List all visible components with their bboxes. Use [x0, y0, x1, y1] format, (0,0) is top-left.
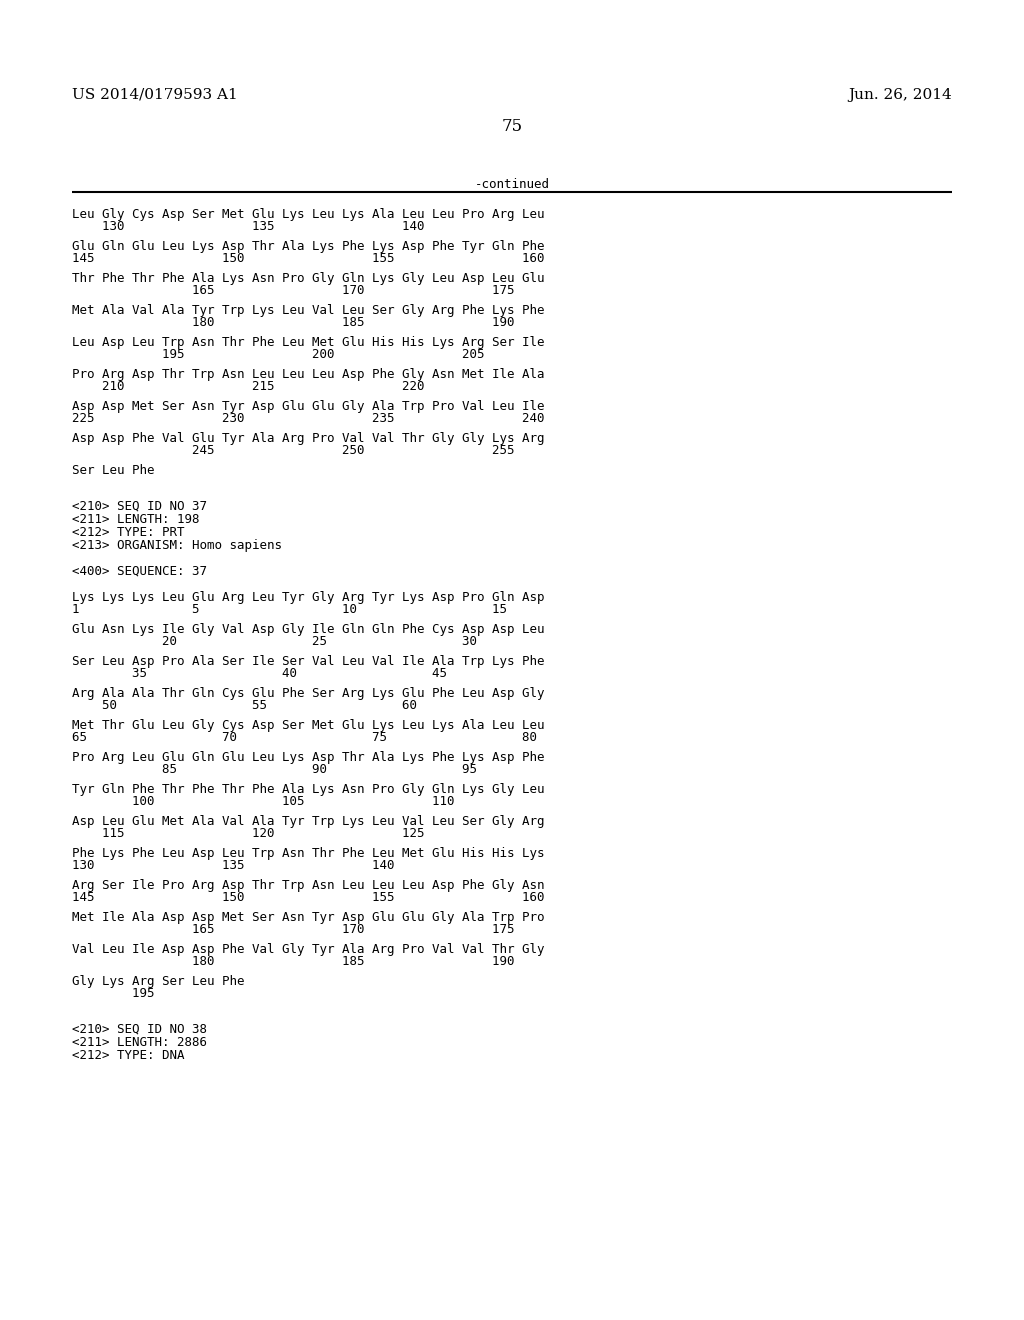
Text: 195                 200                 205: 195 200 205	[72, 348, 484, 360]
Text: 165                 170                 175: 165 170 175	[72, 284, 514, 297]
Text: 75: 75	[502, 117, 522, 135]
Text: 130                 135                 140: 130 135 140	[72, 859, 394, 873]
Text: <211> LENGTH: 2886: <211> LENGTH: 2886	[72, 1036, 207, 1049]
Text: Jun. 26, 2014: Jun. 26, 2014	[848, 88, 952, 102]
Text: 195: 195	[72, 987, 155, 1001]
Text: 85                  90                  95: 85 90 95	[72, 763, 477, 776]
Text: Glu Asn Lys Ile Gly Val Asp Gly Ile Gln Gln Phe Cys Asp Asp Leu: Glu Asn Lys Ile Gly Val Asp Gly Ile Gln …	[72, 623, 545, 636]
Text: 65                  70                  75                  80: 65 70 75 80	[72, 731, 537, 744]
Text: Leu Asp Leu Trp Asn Thr Phe Leu Met Glu His His Lys Arg Ser Ile: Leu Asp Leu Trp Asn Thr Phe Leu Met Glu …	[72, 337, 545, 348]
Text: Met Thr Glu Leu Gly Cys Asp Ser Met Glu Lys Leu Lys Ala Leu Leu: Met Thr Glu Leu Gly Cys Asp Ser Met Glu …	[72, 719, 545, 733]
Text: Leu Gly Cys Asp Ser Met Glu Lys Leu Lys Ala Leu Leu Pro Arg Leu: Leu Gly Cys Asp Ser Met Glu Lys Leu Lys …	[72, 209, 545, 220]
Text: Ser Leu Asp Pro Ala Ser Ile Ser Val Leu Val Ile Ala Trp Lys Phe: Ser Leu Asp Pro Ala Ser Ile Ser Val Leu …	[72, 655, 545, 668]
Text: Arg Ser Ile Pro Arg Asp Thr Trp Asn Leu Leu Leu Asp Phe Gly Asn: Arg Ser Ile Pro Arg Asp Thr Trp Asn Leu …	[72, 879, 545, 892]
Text: 100                 105                 110: 100 105 110	[72, 795, 455, 808]
Text: 50                  55                  60: 50 55 60	[72, 700, 417, 711]
Text: <400> SEQUENCE: 37: <400> SEQUENCE: 37	[72, 565, 207, 578]
Text: 145                 150                 155                 160: 145 150 155 160	[72, 252, 545, 265]
Text: Pro Arg Leu Glu Gln Glu Leu Lys Asp Thr Ala Lys Phe Lys Asp Phe: Pro Arg Leu Glu Gln Glu Leu Lys Asp Thr …	[72, 751, 545, 764]
Text: Thr Phe Thr Phe Ala Lys Asn Pro Gly Gln Lys Gly Leu Asp Leu Glu: Thr Phe Thr Phe Ala Lys Asn Pro Gly Gln …	[72, 272, 545, 285]
Text: Met Ile Ala Asp Asp Met Ser Asn Tyr Asp Glu Glu Gly Ala Trp Pro: Met Ile Ala Asp Asp Met Ser Asn Tyr Asp …	[72, 911, 545, 924]
Text: 145                 150                 155                 160: 145 150 155 160	[72, 891, 545, 904]
Text: Phe Lys Phe Leu Asp Leu Trp Asn Thr Phe Leu Met Glu His His Lys: Phe Lys Phe Leu Asp Leu Trp Asn Thr Phe …	[72, 847, 545, 861]
Text: <212> TYPE: DNA: <212> TYPE: DNA	[72, 1049, 184, 1063]
Text: Arg Ala Ala Thr Gln Cys Glu Phe Ser Arg Lys Glu Phe Leu Asp Gly: Arg Ala Ala Thr Gln Cys Glu Phe Ser Arg …	[72, 686, 545, 700]
Text: <210> SEQ ID NO 38: <210> SEQ ID NO 38	[72, 1023, 207, 1036]
Text: Asp Asp Phe Val Glu Tyr Ala Arg Pro Val Val Thr Gly Gly Lys Arg: Asp Asp Phe Val Glu Tyr Ala Arg Pro Val …	[72, 432, 545, 445]
Text: Tyr Gln Phe Thr Phe Thr Phe Ala Lys Asn Pro Gly Gln Lys Gly Leu: Tyr Gln Phe Thr Phe Thr Phe Ala Lys Asn …	[72, 783, 545, 796]
Text: <212> TYPE: PRT: <212> TYPE: PRT	[72, 525, 184, 539]
Text: 245                 250                 255: 245 250 255	[72, 444, 514, 457]
Text: Lys Lys Lys Leu Glu Arg Leu Tyr Gly Arg Tyr Lys Asp Pro Gln Asp: Lys Lys Lys Leu Glu Arg Leu Tyr Gly Arg …	[72, 591, 545, 605]
Text: 20                  25                  30: 20 25 30	[72, 635, 477, 648]
Text: 210                 215                 220: 210 215 220	[72, 380, 425, 393]
Text: Asp Leu Glu Met Ala Val Ala Tyr Trp Lys Leu Val Leu Ser Gly Arg: Asp Leu Glu Met Ala Val Ala Tyr Trp Lys …	[72, 814, 545, 828]
Text: 1               5                   10                  15: 1 5 10 15	[72, 603, 507, 616]
Text: 180                 185                 190: 180 185 190	[72, 954, 514, 968]
Text: 180                 185                 190: 180 185 190	[72, 315, 514, 329]
Text: <213> ORGANISM: Homo sapiens: <213> ORGANISM: Homo sapiens	[72, 539, 282, 552]
Text: 165                 170                 175: 165 170 175	[72, 923, 514, 936]
Text: Ser Leu Phe: Ser Leu Phe	[72, 465, 155, 477]
Text: Asp Asp Met Ser Asn Tyr Asp Glu Glu Gly Ala Trp Pro Val Leu Ile: Asp Asp Met Ser Asn Tyr Asp Glu Glu Gly …	[72, 400, 545, 413]
Text: 35                  40                  45: 35 40 45	[72, 667, 447, 680]
Text: Val Leu Ile Asp Asp Phe Val Gly Tyr Ala Arg Pro Val Val Thr Gly: Val Leu Ile Asp Asp Phe Val Gly Tyr Ala …	[72, 942, 545, 956]
Text: Pro Arg Asp Thr Trp Asn Leu Leu Leu Asp Phe Gly Asn Met Ile Ala: Pro Arg Asp Thr Trp Asn Leu Leu Leu Asp …	[72, 368, 545, 381]
Text: -continued: -continued	[474, 178, 550, 191]
Text: <211> LENGTH: 198: <211> LENGTH: 198	[72, 513, 200, 525]
Text: Glu Gln Glu Leu Lys Asp Thr Ala Lys Phe Lys Asp Phe Tyr Gln Phe: Glu Gln Glu Leu Lys Asp Thr Ala Lys Phe …	[72, 240, 545, 253]
Text: US 2014/0179593 A1: US 2014/0179593 A1	[72, 88, 238, 102]
Text: Met Ala Val Ala Tyr Trp Lys Leu Val Leu Ser Gly Arg Phe Lys Phe: Met Ala Val Ala Tyr Trp Lys Leu Val Leu …	[72, 304, 545, 317]
Text: 130                 135                 140: 130 135 140	[72, 220, 425, 234]
Text: Gly Lys Arg Ser Leu Phe: Gly Lys Arg Ser Leu Phe	[72, 975, 245, 987]
Text: 225                 230                 235                 240: 225 230 235 240	[72, 412, 545, 425]
Text: 115                 120                 125: 115 120 125	[72, 828, 425, 840]
Text: <210> SEQ ID NO 37: <210> SEQ ID NO 37	[72, 500, 207, 513]
